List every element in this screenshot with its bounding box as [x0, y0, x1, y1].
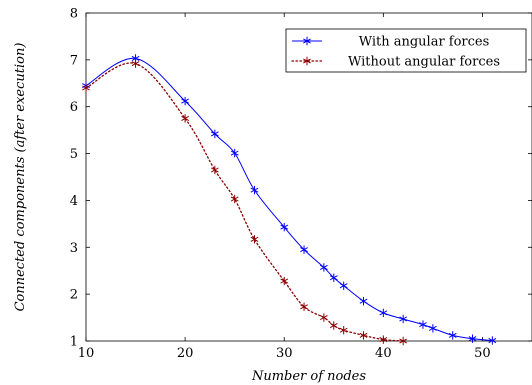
data-point: [230, 194, 239, 204]
data-point: [250, 235, 259, 244]
series-2: [82, 59, 408, 346]
asterisk-stroke: [319, 315, 328, 321]
data-point: [181, 96, 189, 106]
series-1: [82, 54, 497, 345]
asterisk-stroke: [379, 337, 388, 343]
legend-label: With angular forces: [359, 35, 490, 50]
data-point: [339, 281, 348, 290]
data-point: [210, 129, 219, 139]
x-tick-label: 40: [375, 346, 392, 361]
asterisk-stroke: [329, 275, 338, 281]
asterisk-stroke: [488, 337, 497, 344]
data-point: [181, 114, 189, 123]
asterisk-stroke: [82, 85, 90, 91]
data-point: [230, 148, 239, 158]
asterisk-stroke: [250, 236, 259, 242]
asterisk-stroke: [210, 167, 219, 173]
data-point: [300, 302, 308, 311]
asterisk-stroke: [303, 38, 311, 44]
asterisk-stroke: [280, 224, 289, 230]
data-point: [329, 273, 338, 282]
data-point: [339, 326, 348, 335]
asterisk-stroke: [359, 298, 368, 304]
asterisk-stroke: [339, 283, 348, 289]
series-line: [85, 57, 493, 342]
data-point: [488, 336, 497, 345]
asterisk-stroke: [280, 278, 289, 284]
plot-frame: [85, 12, 532, 342]
asterisk-stroke: [339, 327, 348, 333]
y-tick-label: 2: [70, 288, 78, 303]
asterisk-stroke: [399, 316, 408, 322]
asterisk-stroke: [468, 336, 477, 342]
data-point: [359, 331, 368, 340]
data-point: [319, 313, 328, 322]
y-tick-label: 8: [70, 7, 78, 22]
asterisk-stroke: [448, 332, 457, 338]
data-point: [280, 276, 289, 286]
asterisk-stroke: [230, 150, 239, 156]
data-point: [329, 321, 338, 330]
asterisk-stroke: [230, 196, 239, 202]
asterisk-stroke: [300, 304, 308, 310]
data-point: [429, 324, 437, 333]
series-line: [85, 62, 404, 342]
data-point: [359, 296, 368, 306]
data-point: [399, 336, 408, 346]
x-axis-label: Number of nodes: [251, 369, 366, 384]
legend-box: [285, 28, 527, 73]
asterisk-stroke: [429, 325, 437, 331]
x-tick-label: 50: [474, 346, 491, 361]
data-point: [250, 185, 259, 195]
legend: With angular forces Without angular force…: [285, 28, 527, 73]
asterisk-stroke: [181, 98, 189, 104]
data-point: [468, 334, 477, 343]
asterisk-stroke: [181, 115, 189, 121]
asterisk-stroke: [419, 322, 427, 328]
legend-label: Without angular forces: [348, 55, 500, 70]
data-point: [419, 320, 427, 329]
asterisk-stroke: [329, 323, 338, 329]
data-point: [82, 83, 90, 93]
asterisk-stroke: [399, 338, 408, 344]
asterisk-stroke: [303, 58, 311, 64]
asterisk-stroke: [379, 310, 388, 316]
data-point: [379, 308, 388, 318]
x-tick-label: 10: [78, 346, 95, 361]
asterisk-stroke: [250, 187, 259, 193]
x-tick-label: 20: [177, 346, 194, 361]
data-point: [300, 245, 308, 254]
asterisk-stroke: [210, 131, 219, 137]
y-tick-label: 5: [70, 147, 78, 162]
legend-marker: [303, 56, 311, 66]
data-point: [280, 222, 289, 232]
x-tick-label: 30: [276, 346, 293, 361]
data-point: [448, 331, 457, 340]
data-point: [379, 335, 388, 344]
series-layer: [82, 54, 497, 346]
data-point: [399, 314, 408, 324]
asterisk-stroke: [131, 55, 140, 61]
y-tick-label: 7: [70, 53, 78, 68]
data-point: [131, 59, 140, 68]
y-tick-label: 1: [70, 335, 78, 350]
asterisk-stroke: [319, 264, 328, 270]
asterisk-stroke: [131, 61, 140, 67]
y-tick-label: 6: [70, 100, 78, 115]
y-axis-label: Connected components (after execution): [13, 43, 28, 312]
asterisk-stroke: [359, 332, 368, 338]
data-point: [210, 165, 219, 175]
data-point: [319, 263, 328, 272]
y-tick-label: 4: [70, 194, 78, 209]
y-tick-label: 3: [70, 241, 78, 256]
legend-marker: [303, 36, 311, 46]
legend-entries: With angular forces Without angular force…: [291, 35, 500, 70]
asterisk-stroke: [300, 247, 308, 253]
